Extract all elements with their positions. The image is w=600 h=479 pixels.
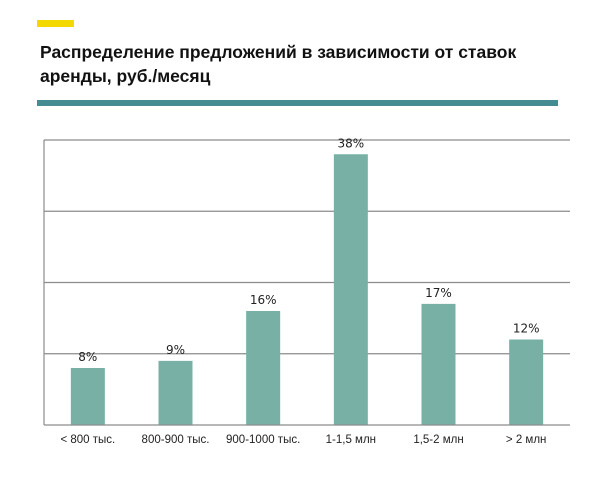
data-label: 38%: [337, 136, 364, 150]
bar: [333, 154, 368, 425]
x-tick-label: 800-900 тыс.: [142, 434, 210, 446]
x-tick-label: < 800 тыс.: [60, 434, 115, 446]
bar: [509, 339, 544, 425]
x-tick-label: 900-1000 тыс.: [226, 434, 300, 446]
title-divider: [37, 100, 558, 106]
x-tick-label: 1-1,5 млн: [326, 434, 376, 446]
data-label: 16%: [250, 293, 277, 307]
bar: [246, 311, 281, 425]
bar: [158, 360, 193, 425]
data-label: 12%: [513, 322, 540, 336]
chart-title: Распределение предложений в зависимости …: [40, 42, 517, 86]
bar: [70, 368, 105, 425]
accent-bar: [37, 20, 74, 27]
bar: [421, 303, 456, 425]
data-label: 9%: [166, 343, 185, 357]
x-tick-label: 1,5-2 млн: [413, 434, 463, 446]
data-label: 8%: [78, 350, 97, 364]
x-tick-label: > 2 млн: [506, 434, 546, 446]
data-label: 17%: [425, 286, 452, 300]
